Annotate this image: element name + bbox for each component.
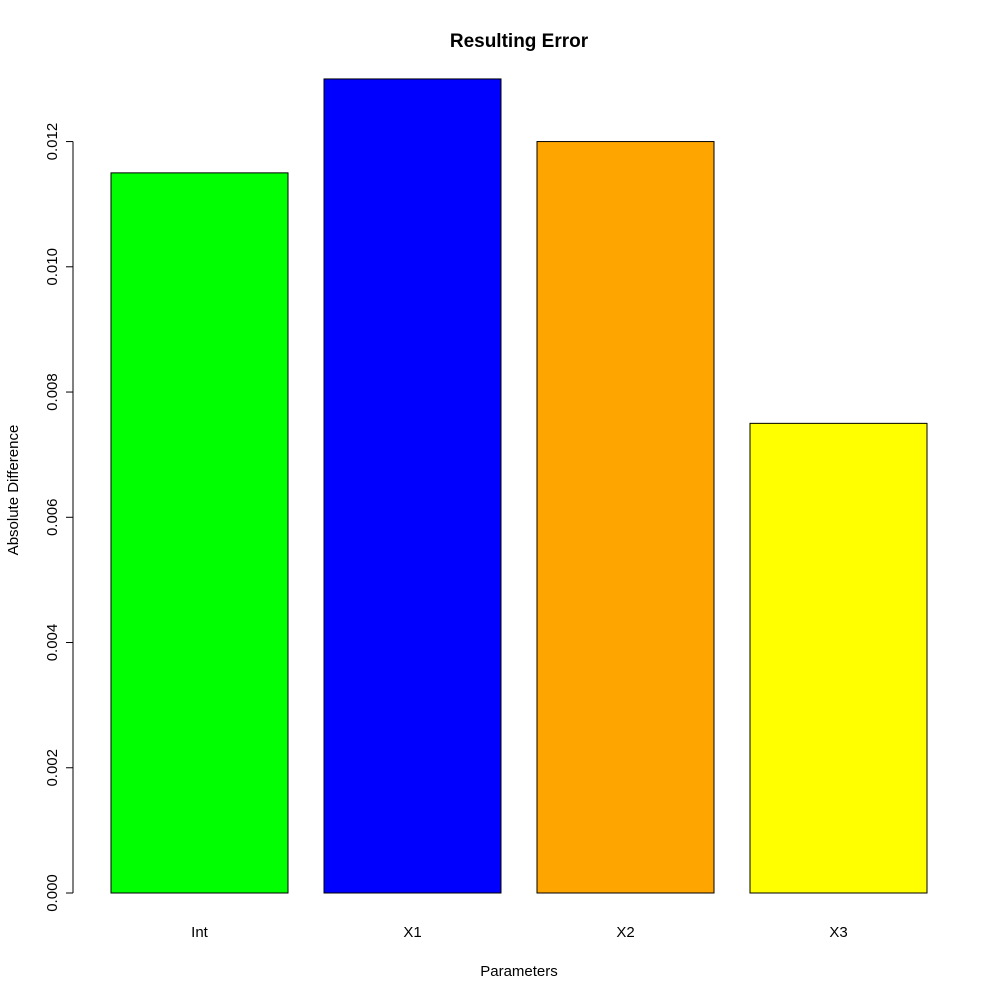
x-axis-label: Parameters bbox=[480, 963, 558, 980]
y-tick-label: 0.006 bbox=[44, 499, 61, 537]
bars-group bbox=[110, 78, 928, 894]
bar-x1 bbox=[323, 78, 502, 894]
x-tick-label-x2: X2 bbox=[616, 924, 634, 941]
bar-x3 bbox=[749, 422, 928, 894]
x-tick-label-x3: X3 bbox=[829, 924, 847, 941]
x-tick-label-x1: X1 bbox=[403, 924, 421, 941]
y-tick-label: 0.008 bbox=[44, 373, 61, 411]
x-tick-label-int: Int bbox=[191, 924, 209, 941]
y-tick-label: 0.012 bbox=[44, 123, 61, 161]
y-axis: 0.000 0.002 0.004 0.006 0.008 0.010 0.012 bbox=[44, 123, 74, 912]
y-tick-label: 0.000 bbox=[44, 874, 61, 912]
y-tick-label: 0.002 bbox=[44, 749, 61, 787]
bar-x2 bbox=[536, 141, 715, 894]
y-tick-label: 0.004 bbox=[44, 624, 61, 662]
x-axis-tick-labels: Int X1 X2 X3 bbox=[191, 924, 848, 941]
bar-int bbox=[110, 172, 289, 894]
y-tick-label: 0.010 bbox=[44, 248, 61, 286]
y-axis-label: Absolute Difference bbox=[5, 425, 22, 556]
chart-title: Resulting Error bbox=[450, 31, 589, 52]
